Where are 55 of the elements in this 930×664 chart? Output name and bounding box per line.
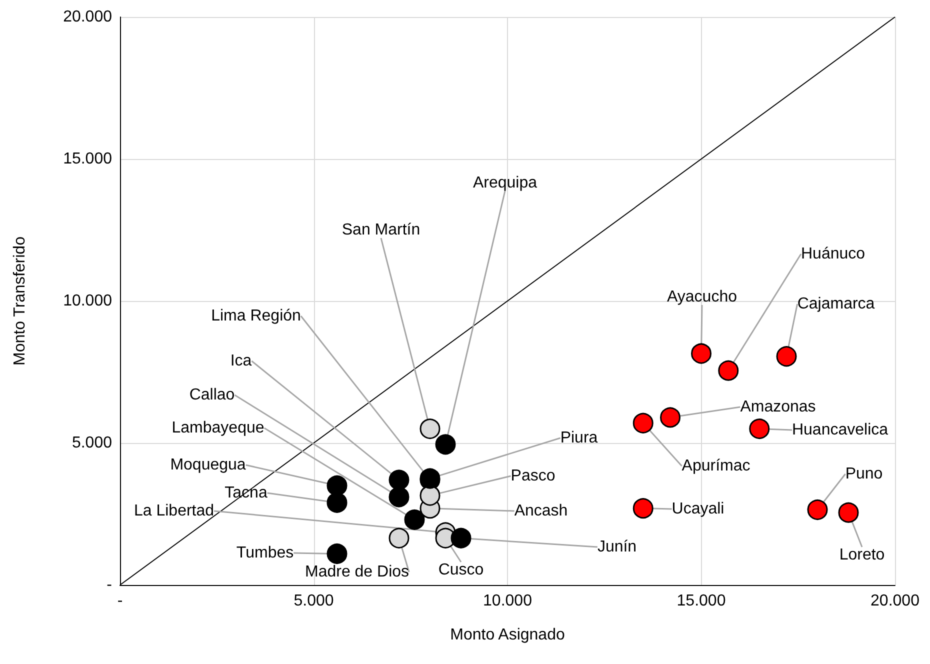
y-tick-label: 5.000 bbox=[72, 434, 112, 452]
x-tick-label: 20.000 bbox=[870, 592, 920, 610]
point bbox=[749, 418, 770, 440]
data-label: Madre de Dios bbox=[304, 564, 410, 580]
point bbox=[632, 412, 654, 434]
y-tick-label: 20.000 bbox=[63, 8, 112, 26]
point bbox=[388, 486, 410, 508]
data-label: Cajamarca bbox=[797, 296, 875, 312]
y-tick-label: 15.000 bbox=[63, 150, 112, 168]
data-label: Pasco bbox=[510, 468, 556, 484]
data-label: Ayacucho bbox=[667, 288, 738, 306]
y-tick-label: 10.000 bbox=[63, 292, 112, 310]
point bbox=[632, 498, 654, 519]
point bbox=[404, 509, 425, 530]
x-tick-label: 5.000 bbox=[294, 592, 334, 610]
data-label: Cusco bbox=[438, 562, 484, 578]
y-axis-title: Monto Transferido bbox=[12, 236, 28, 366]
data-label: Apurímac bbox=[682, 458, 750, 474]
data-label: Junín bbox=[597, 538, 637, 556]
data-label: Lima Región bbox=[211, 308, 301, 324]
data-label: Huancavelica bbox=[792, 422, 888, 438]
x-tick-label: 10.000 bbox=[483, 592, 532, 610]
point bbox=[718, 360, 739, 381]
data-label: Ica bbox=[230, 352, 252, 370]
point bbox=[660, 407, 680, 428]
data-label: Ancash bbox=[514, 502, 568, 520]
data-label: Lambayeque bbox=[172, 420, 264, 436]
data-label: Moquegua bbox=[170, 456, 246, 474]
data-label: Huánuco bbox=[800, 246, 866, 262]
y-tick-label: - bbox=[106, 576, 112, 594]
x-tick-label: - bbox=[117, 592, 123, 610]
point bbox=[420, 418, 440, 440]
point bbox=[838, 502, 859, 523]
point bbox=[326, 492, 348, 513]
data-label: La Libertad bbox=[134, 502, 214, 520]
data-label: Callao bbox=[189, 386, 235, 404]
data-label: Tumbes bbox=[236, 544, 294, 562]
point bbox=[807, 499, 828, 520]
data-label: Arequipa bbox=[472, 174, 538, 192]
point bbox=[450, 528, 472, 548]
data-label: Amazonas bbox=[740, 398, 816, 416]
x-axis-title: Monto Asignado bbox=[450, 626, 565, 644]
x-tick-label: 15.000 bbox=[676, 592, 726, 610]
point bbox=[776, 346, 797, 367]
data-label: San Martín bbox=[342, 222, 420, 238]
point bbox=[435, 434, 456, 455]
data-label: Ucayali bbox=[672, 500, 724, 518]
point bbox=[326, 475, 348, 496]
point bbox=[691, 343, 712, 364]
point bbox=[388, 470, 410, 490]
data-label: Piura bbox=[560, 430, 598, 446]
data-label: Puno bbox=[845, 466, 883, 482]
point bbox=[326, 544, 348, 564]
data-label: Loreto bbox=[839, 546, 885, 564]
point bbox=[388, 528, 410, 548]
